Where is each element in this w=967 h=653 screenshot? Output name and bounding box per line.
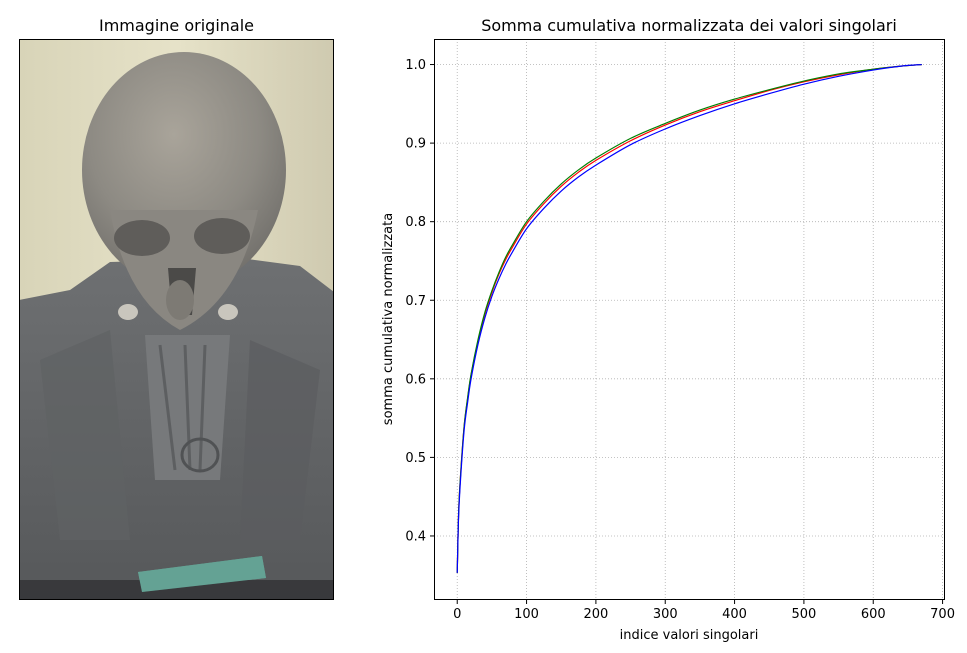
y-tick-label: 0.5 bbox=[405, 451, 426, 466]
series-line-blue bbox=[456, 63, 922, 573]
x-tick-label: 500 bbox=[791, 607, 816, 622]
y-tick-label: 0.4 bbox=[405, 529, 426, 544]
series-line-green bbox=[456, 63, 922, 573]
x-tick-label: 600 bbox=[861, 607, 886, 622]
image-panel-title: Immagine originale bbox=[99, 16, 254, 35]
ticks: 0 100 200 300 400 500 600 700 0.4 0.5 0.6 0.7 0.8 0.9… bbox=[405, 58, 955, 622]
y-tick-label: 0.6 bbox=[405, 372, 426, 387]
y-axis-label: somma cumulativa normalizzata bbox=[381, 213, 396, 425]
x-axis-label: indice valori singolari bbox=[620, 628, 759, 643]
plot-frame bbox=[434, 39, 945, 600]
x-tick-label: 300 bbox=[653, 607, 678, 622]
x-tick-label: 700 bbox=[930, 607, 955, 622]
x-tick-label: 100 bbox=[514, 607, 539, 622]
grid bbox=[434, 39, 945, 600]
x-tick-label: 0 bbox=[453, 607, 461, 622]
y-tick-label: 0.7 bbox=[405, 294, 426, 309]
y-tick-label: 0.8 bbox=[405, 215, 426, 230]
y-tick-label: 1.0 bbox=[405, 58, 426, 73]
series bbox=[456, 63, 922, 573]
x-tick-label: 200 bbox=[583, 607, 608, 622]
original-image bbox=[19, 39, 334, 600]
x-tick-label: 400 bbox=[722, 607, 747, 622]
y-tick-label: 0.9 bbox=[405, 137, 426, 152]
chart-title: Somma cumulativa normalizzata dei valori… bbox=[481, 16, 897, 35]
image-frame bbox=[19, 39, 334, 600]
